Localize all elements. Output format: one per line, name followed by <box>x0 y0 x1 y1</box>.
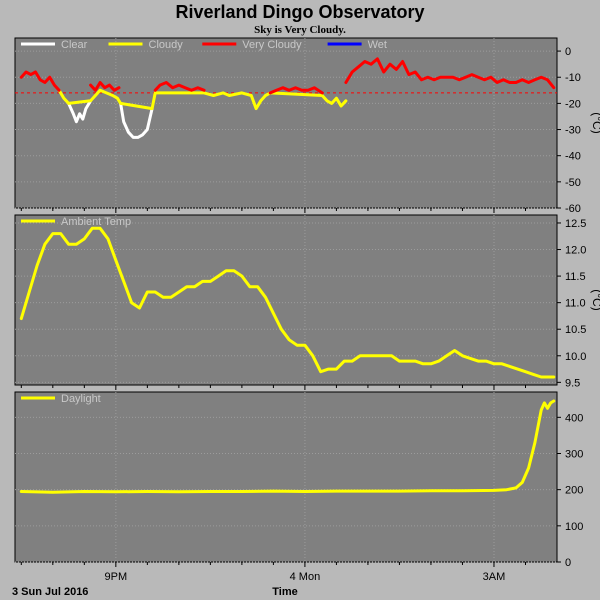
x-tick-label: 4 Mon <box>290 571 321 583</box>
legend-clear-label: Clear <box>61 39 88 51</box>
chart-panel-3: 400 300 200 100 0 Daylight <box>14 391 583 569</box>
x-tick-label: 3AM <box>483 571 506 583</box>
plot-area <box>14 391 558 563</box>
y-tick-label: -20 <box>565 98 581 110</box>
series-line-clear <box>119 101 154 139</box>
y-tick-label: -50 <box>565 177 581 189</box>
legend-very-cloudy-label: Very Cloudy <box>242 39 302 51</box>
y-tick-label: 10.5 <box>565 324 586 336</box>
chart-panels: 0 -10 -20 -30 -40 -50 -60 (°C) Clear Cloudy Very C… <box>14 37 600 569</box>
y-tick-label: 11.0 <box>565 298 586 310</box>
y-tick-label: 11.5 <box>565 271 586 283</box>
series-line-ambient-temp <box>19 226 556 379</box>
series-line-daylight <box>19 399 556 494</box>
legend-ambient-temp-label: Ambient Temp <box>61 216 131 228</box>
x-axis-title: Time <box>272 586 297 598</box>
y-tick-label: 300 <box>565 448 583 460</box>
series-line-very-cloudy <box>89 81 121 92</box>
series-line-very-cloudy <box>268 86 324 95</box>
legend-cloudy-label: Cloudy <box>149 39 184 51</box>
chart-panel-1: 0 -10 -20 -30 -40 -50 -60 (°C) Clear Cloudy Very C… <box>14 37 600 215</box>
y-tick-label: 10.0 <box>565 351 586 363</box>
sky-status-subtitle: Sky is Very Cloudy. <box>254 24 346 36</box>
series-line-cloudy <box>57 88 348 111</box>
y-tick-label: 9.5 <box>565 377 580 389</box>
x-tick-label: 9PM <box>105 571 128 583</box>
y-tick-label: 100 <box>565 521 583 533</box>
chart-panel-2: 12.5 12.0 11.5 11.0 10.5 10.0 9.5 (°C) Ambient T… <box>14 214 600 390</box>
y-tick-label: -30 <box>565 125 581 137</box>
series-line-very-cloudy <box>153 81 206 92</box>
y-tick-label: 0 <box>565 46 571 58</box>
series-line-very-cloudy <box>344 57 556 90</box>
y-tick-label: 12.0 <box>565 245 586 257</box>
y-tick-label: -10 <box>565 72 581 84</box>
series-line-very-cloudy <box>19 70 61 92</box>
y-tick-label: -40 <box>565 151 581 163</box>
y-tick-label: -60 <box>565 203 581 215</box>
plot-area <box>14 37 558 209</box>
y-unit-label: (°C) <box>590 112 600 133</box>
y-tick-label: 12.5 <box>565 218 586 230</box>
y-tick-label: 0 <box>565 557 571 569</box>
legend-daylight-label: Daylight <box>61 393 101 405</box>
y-tick-label: 200 <box>565 485 583 497</box>
page-title: Riverland Dingo Observatory <box>175 2 424 22</box>
y-tick-label: 400 <box>565 412 583 424</box>
y-unit-label: (°C) <box>590 289 600 310</box>
date-label: 3 Sun Jul 2016 <box>12 586 88 598</box>
series-line-clear <box>67 99 93 124</box>
legend-wet-label: Wet <box>368 39 387 51</box>
